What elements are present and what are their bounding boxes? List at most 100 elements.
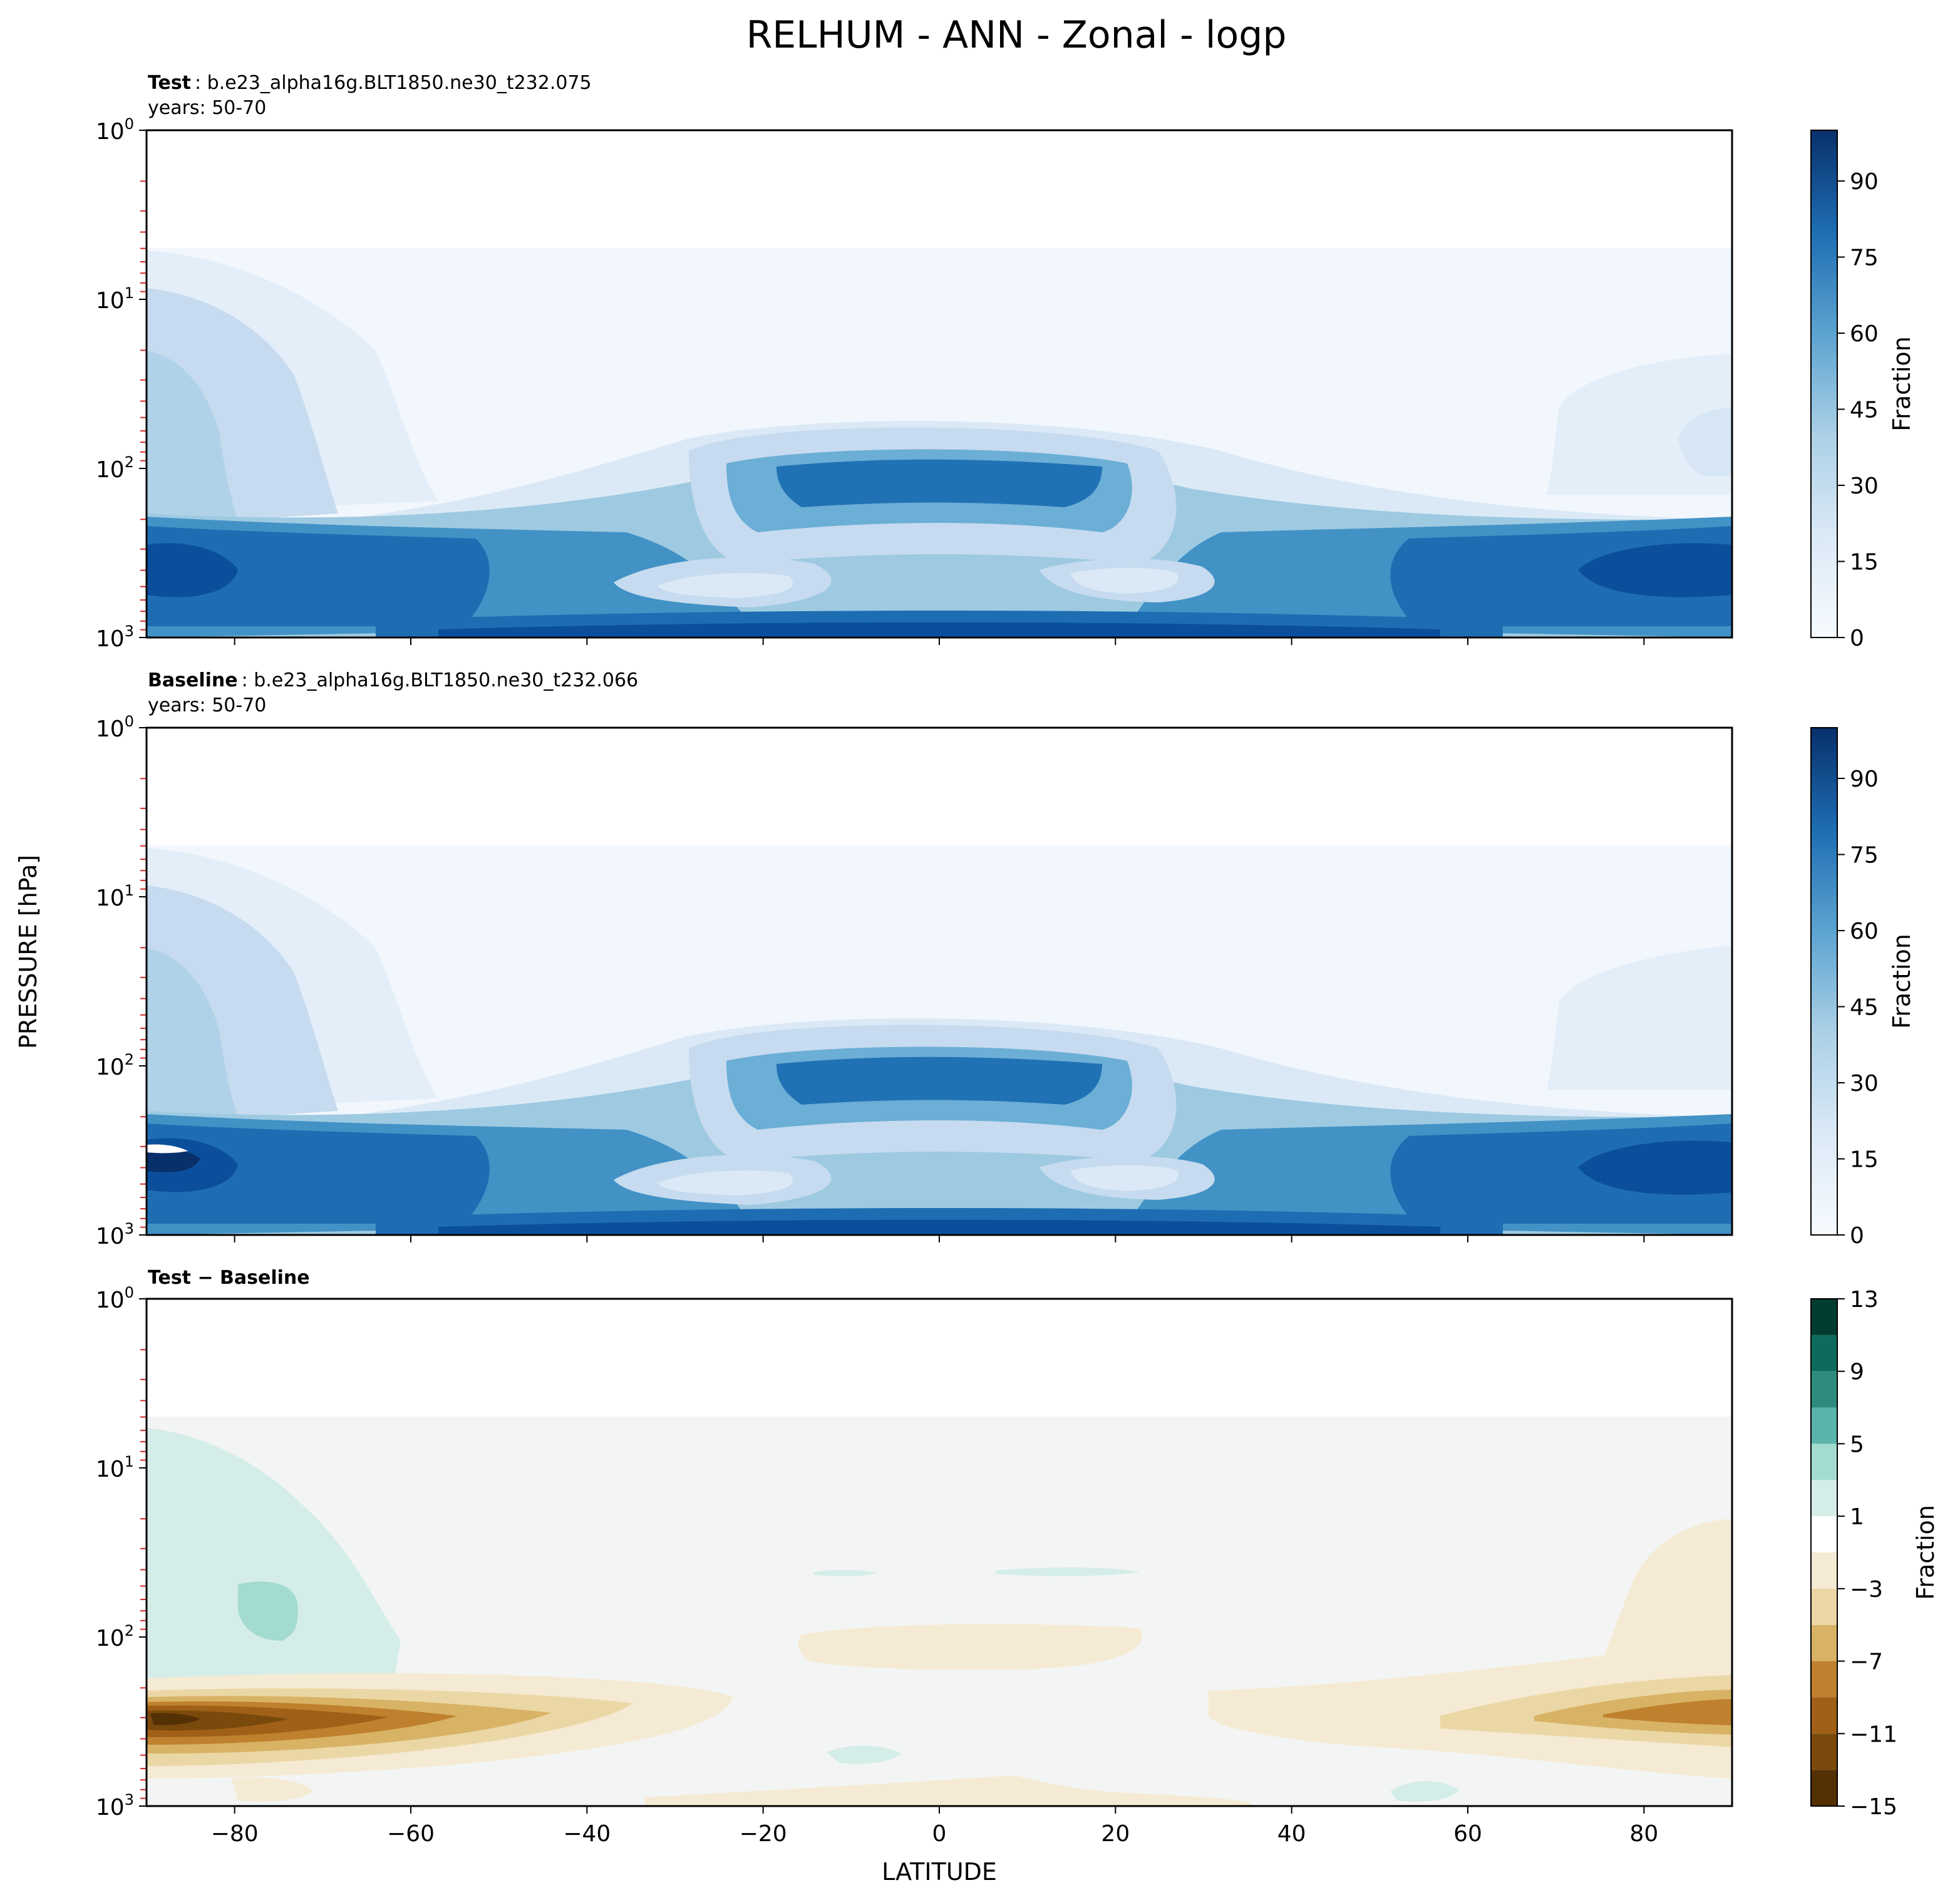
baseline-colorbar-tick-label: 75 — [1850, 843, 1879, 869]
test-y-ticks: 100 101 102 103 — [96, 115, 147, 652]
diff-y-tick-label: 103 — [96, 1791, 134, 1820]
test-colorbar-ticks: 0 15 30 45 60 75 90 — [1837, 169, 1879, 651]
diff-colorbar-bands — [1811, 1299, 1837, 1806]
test-contour-lower-peak-nh — [1578, 543, 1732, 597]
test-contour-subtropic-min-nh-core — [1071, 567, 1179, 594]
baseline-colorbar: 0 15 30 45 60 75 90 Fraction — [1810, 727, 1916, 1249]
test-red-tick-marks — [140, 180, 147, 631]
diff-colorbar-band — [1811, 1480, 1837, 1517]
diff-colorbar-tick-label: 1 — [1850, 1504, 1864, 1530]
test-colorbar: 0 15 30 45 60 75 90 Fraction — [1810, 130, 1916, 651]
diff-contour-field — [147, 1299, 1732, 1806]
baseline-colorbar-label: Fraction — [1888, 934, 1916, 1029]
diff-x-tick-label: 40 — [1277, 1821, 1306, 1847]
test-colorbar-tick-label: 0 — [1850, 626, 1864, 651]
test-y-tick-label: 101 — [96, 284, 134, 314]
baseline-x-ticks — [234, 1235, 1645, 1242]
diff-y-tick-label: 100 — [96, 1284, 134, 1313]
diff-x-tick-label: −60 — [387, 1821, 435, 1847]
test-colorbar-tick-label: 90 — [1850, 169, 1879, 195]
diff-colorbar-band — [1811, 1335, 1837, 1371]
panel-test-subtitle: years: 50-70 — [148, 97, 266, 119]
diff-x-tick-label: 0 — [932, 1821, 947, 1847]
test-contour-arctic-strat-inner — [1678, 407, 1732, 476]
diff-colorbar-band — [1811, 1624, 1837, 1661]
diff-x-tick-label: 80 — [1629, 1821, 1658, 1847]
diff-colorbar-tick-label: −15 — [1850, 1794, 1897, 1820]
baseline-colorbar-tick-label: 60 — [1850, 919, 1879, 944]
baseline-y-tick-label: 102 — [96, 1051, 134, 1080]
baseline-contour-field — [147, 728, 1732, 1235]
diff-x-tick-label: −20 — [740, 1821, 787, 1847]
diff-red-tick-marks — [140, 1349, 147, 1799]
test-contour-surface-peak — [438, 622, 1440, 638]
baseline-colorbar-frame — [1810, 727, 1838, 1236]
diff-contour-surface-neg — [645, 1775, 1252, 1806]
diff-colorbar-band — [1811, 1661, 1837, 1698]
test-contour-subtropic-min-sh-core — [658, 573, 793, 598]
diff-colorbar-band — [1811, 1299, 1837, 1335]
panel-baseline-title-case: : b.e23_alpha16g.BLT1850.ne30_t232.066 — [242, 669, 639, 691]
test-colorbar-tick-label: 60 — [1850, 321, 1879, 347]
diff-colorbar-tick-label: −11 — [1850, 1722, 1897, 1747]
baseline-contour-subtropic-min-nh-core — [1071, 1165, 1179, 1191]
baseline-contour-lower-peak-nh — [1578, 1140, 1732, 1195]
diff-y-tick-label: 101 — [96, 1453, 134, 1482]
diff-x-ticks: −80 −60 −40 −20 0 20 40 60 80 — [211, 1806, 1658, 1847]
baseline-y-tick-label: 103 — [96, 1220, 134, 1249]
diff-colorbar-band — [1811, 1697, 1837, 1734]
diff-contour-antarctic-neg-core — [150, 1713, 200, 1725]
test-y-tick-label: 102 — [96, 453, 134, 483]
baseline-y-tick-label: 101 — [96, 882, 134, 911]
baseline-red-tick-marks — [140, 778, 147, 1228]
test-contour-lower-max — [147, 526, 490, 626]
diff-colorbar-tick-label: 13 — [1850, 1287, 1879, 1313]
test-colorbar-label: Fraction — [1888, 336, 1916, 431]
panel-baseline-subtitle: years: 50-70 — [148, 694, 266, 716]
panel-diff: Test − Baseline — [96, 1267, 1939, 1847]
diff-contour-tropical-positive-a — [814, 1570, 877, 1576]
test-x-ticks — [234, 638, 1645, 645]
panel-diff-title: Test − Baseline — [148, 1267, 310, 1289]
baseline-contour-surface-peak — [438, 1219, 1440, 1235]
y-axis-title: PRESSURE [hPa] — [14, 855, 42, 1049]
baseline-colorbar-tick-label: 0 — [1850, 1223, 1864, 1249]
test-colorbar-tick-label: 45 — [1850, 398, 1879, 423]
baseline-contour-tropical-max — [776, 1056, 1102, 1105]
panel-baseline-title-bold: Baseline — [148, 669, 238, 691]
baseline-colorbar-tick-label: 30 — [1850, 1071, 1879, 1097]
test-contour-antarctic-strat-inner — [147, 351, 238, 532]
baseline-contour-antarctic-core — [147, 1149, 200, 1172]
baseline-y-tick-label: 100 — [96, 713, 134, 742]
baseline-contour-antarctic-strat-inner — [147, 948, 238, 1130]
diff-colorbar-tick-label: −3 — [1850, 1577, 1883, 1603]
test-colorbar-tick-label: 30 — [1850, 473, 1879, 499]
diff-colorbar-ticks: −15 −11 −7 −3 1 5 9 13 — [1837, 1287, 1897, 1820]
baseline-colorbar-gradient — [1811, 728, 1837, 1235]
diff-colorbar-frame — [1810, 1298, 1838, 1807]
diff-colorbar-label: Fraction — [1912, 1505, 1939, 1600]
test-colorbar-gradient — [1811, 130, 1837, 638]
diff-colorbar-band — [1811, 1443, 1837, 1480]
diff-contour-sh-surface-neg — [232, 1777, 313, 1802]
diff-y-ticks: 100 101 102 103 — [96, 1284, 147, 1820]
test-y-tick-label: 100 — [96, 115, 134, 145]
panel-test-title: Test: b.e23_alpha16g.BLT1850.ne30_t232.0… — [148, 72, 592, 94]
test-colorbar-frame — [1810, 130, 1838, 638]
diff-contour-arctic-neg-strat — [1603, 1519, 1732, 1666]
panel-test-title-bold: Test — [148, 72, 191, 94]
diff-contour-antarctic-positive-core — [238, 1581, 298, 1641]
diff-colorbar-band — [1811, 1588, 1837, 1625]
diff-y-tick-label: 102 — [96, 1622, 134, 1651]
panel-test: Test: b.e23_alpha16g.BLT1850.ne30_t232.0… — [96, 72, 1916, 652]
diff-contour-tropical-negative — [798, 1624, 1143, 1670]
baseline-contour-arctic-strat — [1547, 946, 1732, 1090]
baseline-colorbar-tick-label: 45 — [1850, 995, 1879, 1021]
test-colorbar-tick-label: 75 — [1850, 245, 1879, 271]
baseline-contour-antarctic-notch — [147, 1144, 188, 1154]
panel-baseline-title: Baseline: b.e23_alpha16g.BLT1850.ne30_t2… — [148, 669, 638, 691]
diff-colorbar-band — [1811, 1770, 1837, 1806]
baseline-contour-subtropic-min-sh-core — [658, 1170, 793, 1195]
test-contour-tropical-max — [776, 459, 1102, 507]
